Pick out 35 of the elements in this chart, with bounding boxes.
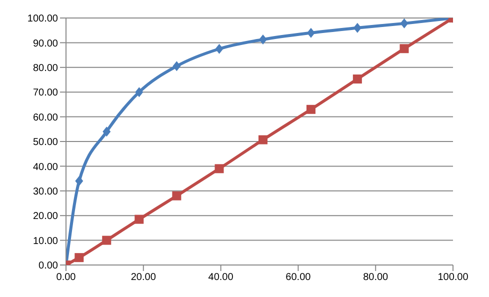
y-tick-label: 10.00 xyxy=(32,236,58,247)
point xyxy=(400,44,409,54)
point xyxy=(352,74,362,84)
point xyxy=(306,104,316,114)
point xyxy=(74,253,84,262)
x-tick-label: 40.00 xyxy=(208,272,234,284)
point xyxy=(306,28,315,38)
x-tick-label: 100.00 xyxy=(438,272,469,284)
x-tick-label: 80.00 xyxy=(363,272,389,284)
y-tick-label: 60.00 xyxy=(32,112,58,124)
point xyxy=(172,61,181,72)
y-tick-label: 100.00 xyxy=(27,14,58,25)
point xyxy=(258,34,267,44)
point xyxy=(134,214,144,224)
point xyxy=(102,236,112,245)
point xyxy=(353,22,362,33)
point xyxy=(172,191,182,200)
x-tick-label: 60.00 xyxy=(286,272,312,284)
y-tick-label: 90.00 xyxy=(32,38,58,50)
y-tick-label: 0.00 xyxy=(38,260,58,272)
y-tick-label: 30.00 xyxy=(32,186,58,198)
point xyxy=(400,18,408,28)
y-tick-label: 40.00 xyxy=(32,162,58,173)
x-tick-label: 0.00 xyxy=(56,272,76,284)
y-tick-label: 70.00 xyxy=(32,88,58,99)
point xyxy=(75,176,84,186)
y-tick-label: 50.00 xyxy=(32,137,58,148)
point xyxy=(258,135,268,144)
y-tick-label: 80.00 xyxy=(32,62,58,74)
point xyxy=(214,164,224,174)
y-tick-label: 20.00 xyxy=(32,211,58,222)
point xyxy=(102,126,111,137)
point xyxy=(135,87,144,98)
x-tick-label: 20.00 xyxy=(130,272,156,284)
point xyxy=(215,44,224,54)
